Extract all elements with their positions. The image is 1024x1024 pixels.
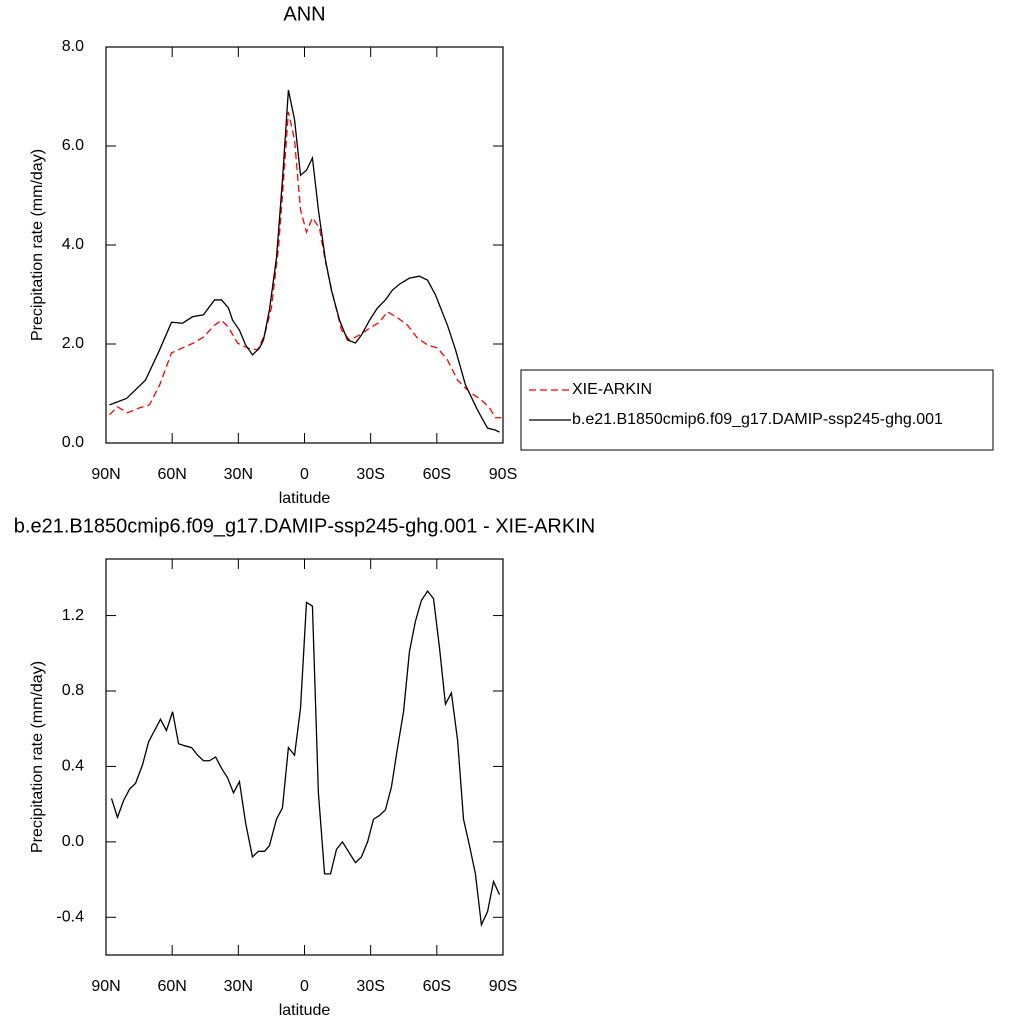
y-tick-label: 0.4 — [62, 758, 84, 775]
chart-title: b.e21.B1850cmip6.f09_g17.DAMIP-ssp245-gh… — [14, 515, 595, 537]
x-axis-label: latitude — [279, 1002, 331, 1019]
y-tick-label: 8.0 — [62, 38, 84, 55]
x-tick-label: 0 — [300, 466, 309, 483]
chart-title: ANN — [283, 3, 325, 25]
x-tick-label: 90S — [489, 466, 517, 483]
x-tick-label: 90N — [91, 978, 120, 995]
x-tick-label: 90S — [489, 978, 517, 995]
y-tick-label: 0.0 — [62, 833, 84, 850]
x-axis-label: latitude — [279, 490, 331, 507]
y-axis-label: Precipitation rate (mm/day) — [29, 661, 46, 853]
x-tick-label: 90N — [91, 466, 120, 483]
y-axis-label: Precipitation rate (mm/day) — [29, 149, 46, 341]
legend-label: XIE-ARKIN — [572, 381, 652, 398]
legend-box — [520, 369, 994, 451]
y-tick-label: 6.0 — [62, 137, 84, 154]
y-tick-label: 0.8 — [62, 682, 84, 699]
x-tick-label: 60N — [157, 978, 186, 995]
plot-frame — [105, 46, 504, 444]
data-line — [109, 89, 500, 433]
x-tick-label: 30S — [356, 466, 384, 483]
x-tick-label: 60N — [157, 466, 186, 483]
x-tick-label: 0 — [300, 978, 309, 995]
data-line — [109, 111, 502, 419]
y-tick-label: 1.2 — [62, 607, 84, 624]
y-tick-label: -0.4 — [56, 909, 84, 926]
plot-frame — [105, 558, 504, 956]
y-tick-label: 4.0 — [62, 236, 84, 253]
legend-label: b.e21.B1850cmip6.f09_g17.DAMIP-ssp245-gh… — [572, 411, 943, 428]
x-tick-label: 30N — [224, 978, 253, 995]
x-tick-label: 60S — [423, 978, 451, 995]
x-tick-label: 30N — [224, 466, 253, 483]
y-tick-label: 2.0 — [62, 335, 84, 352]
x-tick-label: 30S — [356, 978, 384, 995]
y-tick-label: 0.0 — [62, 434, 84, 451]
data-line — [110, 589, 501, 928]
x-tick-label: 60S — [423, 466, 451, 483]
